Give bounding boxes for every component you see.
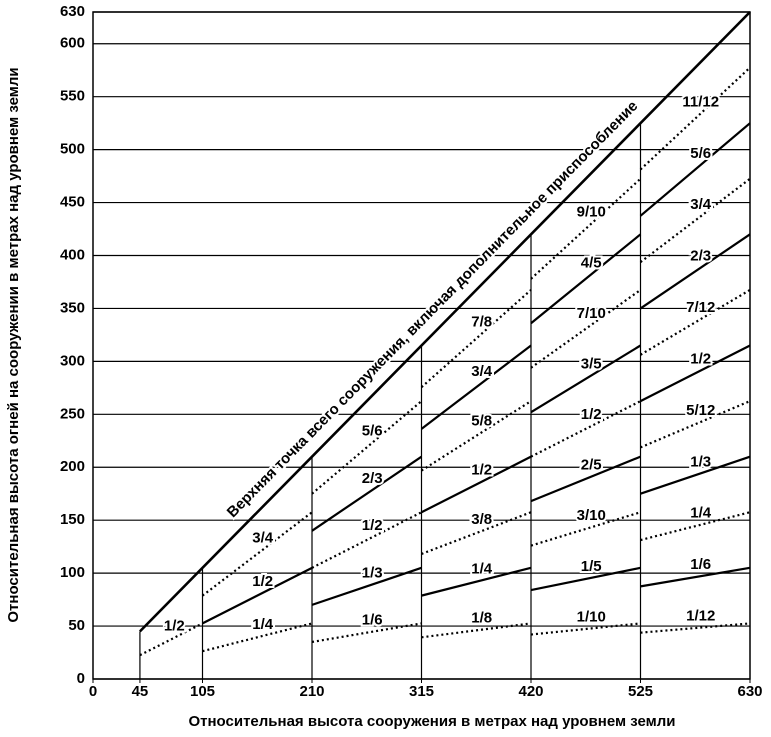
series-label: 3/10 [577,507,606,524]
y-axis-label: Относительная высота огней на сооружении… [5,67,22,622]
y-tick-label: 600 [60,35,85,52]
x-tick-label: 525 [628,683,653,700]
series-label: 3/4 [471,363,493,380]
series-line [311,566,422,606]
series-label: 1/6 [690,556,711,573]
series-line [530,455,641,503]
series-label: 7/10 [577,305,606,322]
y-tick-label: 100 [60,564,85,581]
series-line [639,122,751,217]
series-line [421,622,532,639]
series-line [639,233,751,310]
x-tick-label: 105 [190,683,215,700]
series-label: 5/8 [471,412,492,429]
series-line [311,622,422,644]
series-line [421,566,532,597]
series-line [530,566,641,592]
x-tick-label: 210 [299,683,324,700]
series-label: 1/12 [686,608,715,625]
series-line [530,400,641,458]
series-label: 5/6 [362,423,383,440]
x-axis-label: Относительная высота сооружения в метрах… [188,713,675,730]
series-label: 2/5 [581,457,602,474]
series-line [530,622,641,636]
series-line [640,566,751,588]
series-line [420,400,532,472]
series-line [139,11,751,633]
x-tick-label: 420 [518,683,543,700]
x-tick-label: 0 [89,683,97,700]
series-label: 5/12 [686,402,715,419]
y-tick-label: 200 [60,458,85,475]
series-label: 7/12 [686,299,715,316]
series-label: 3/8 [471,511,492,528]
series-label: 7/8 [471,314,492,331]
series-label: 11/12 [682,93,719,110]
series-label: 4/5 [581,254,602,271]
series-label: 1/10 [577,608,606,625]
series-label: 3/4 [690,196,712,213]
series-line [421,455,532,514]
series-label: 1/4 [690,505,712,522]
y-tick-label: 630 [60,3,85,20]
series-label: 1/2 [581,406,602,423]
series-label: 1/2 [471,462,492,479]
series-line [530,344,642,414]
series-line [311,400,423,495]
series-label: 1/5 [581,558,602,575]
series-line [202,566,313,625]
series-label: 1/4 [252,616,274,633]
series-label: 2/3 [690,248,711,265]
series-line [139,622,203,657]
y-tick-label: 450 [60,194,85,211]
series-line [420,344,532,430]
series-line [639,288,751,356]
y-tick-label: 250 [60,405,85,422]
series-label: 1/2 [690,350,711,367]
series-label: 9/10 [577,204,606,221]
series-line [530,233,642,325]
series-label: 1/3 [690,453,711,470]
y-tick-label: 550 [60,88,85,105]
series-label: 1/2 [362,517,383,534]
series-line [640,622,751,634]
series-label: 1/3 [362,564,383,581]
series-line [640,344,751,403]
series-label: 1/6 [362,612,383,629]
series-line [530,289,642,369]
series-line [640,455,751,495]
y-tick-label: 350 [60,299,85,316]
series-label: 1/8 [471,610,492,627]
y-tick-label: 500 [60,141,85,158]
y-tick-label: 150 [60,511,85,528]
series-line [530,511,641,547]
y-tick-label: 300 [60,352,85,369]
series-label: 1/4 [471,560,493,577]
x-tick-label: 315 [409,683,434,700]
series-label: 3/5 [581,355,602,372]
y-tick-label: 50 [68,617,85,634]
series-label: 1/2 [252,573,273,590]
series-label: 3/4 [252,530,274,547]
series-label: 1/2 [164,618,185,635]
series-line [311,455,423,532]
series-label: 5/6 [690,145,711,162]
x-tick-label: 630 [737,683,762,700]
series-line [202,622,313,653]
series-line [311,511,422,569]
series-label: 2/3 [362,470,383,487]
y-tick-label: 400 [60,246,85,263]
y-tick-label: 0 [77,670,85,687]
series-line [640,511,751,542]
x-tick-label: 45 [132,683,149,700]
